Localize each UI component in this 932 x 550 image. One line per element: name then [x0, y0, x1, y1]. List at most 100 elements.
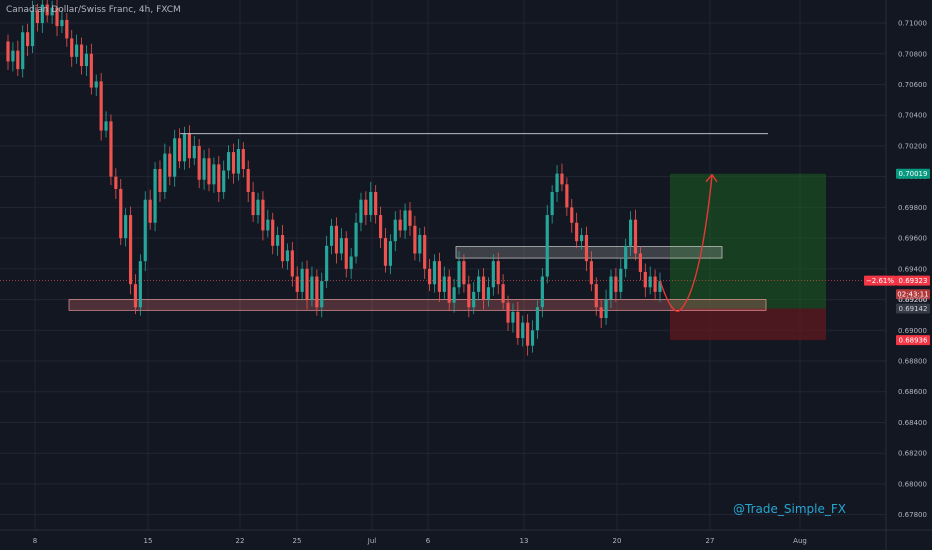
candle-body	[256, 199, 260, 216]
candle-body	[472, 291, 476, 308]
candle-body	[349, 256, 353, 269]
y-tick-label: 0.69200	[898, 296, 927, 304]
candle-body	[266, 219, 270, 231]
candle-body	[79, 44, 84, 67]
candle-body	[408, 210, 412, 226]
candle-body	[310, 276, 314, 300]
candle-body	[609, 276, 613, 300]
x-tick-label: Aug	[793, 537, 807, 545]
candle-body	[653, 276, 657, 292]
candle-body	[584, 235, 589, 262]
candle-body	[378, 215, 383, 239]
candle-body	[75, 44, 79, 57]
candle-body	[491, 261, 495, 288]
candle-body	[70, 38, 74, 57]
candle-body	[604, 299, 608, 318]
y-tick-label: 0.68000	[898, 480, 927, 488]
candle-body	[187, 133, 191, 159]
candle-body	[55, 7, 59, 27]
candle-body	[540, 276, 544, 308]
x-tick-label: 25	[293, 537, 302, 545]
candle-body	[109, 121, 113, 177]
support-zone	[68, 299, 767, 311]
y-tick-label: 0.71000	[898, 20, 927, 28]
x-tick-label: 20	[613, 537, 622, 545]
candle-body	[565, 184, 569, 208]
current-price-badge: 0.69323	[899, 277, 928, 285]
candle-body	[104, 121, 108, 131]
candle-body	[182, 133, 187, 162]
candle-body	[99, 81, 103, 131]
candlestick-series	[6, 0, 662, 356]
chart-title: Canadian Dollar/Swiss Franc, 4h, FXCM	[6, 5, 181, 15]
candle-body	[158, 168, 162, 193]
candle-body	[570, 207, 574, 223]
candle-body	[423, 235, 427, 269]
candle-body	[526, 322, 530, 346]
candle-body	[599, 307, 603, 318]
candle-body	[94, 81, 98, 88]
candle-body	[374, 192, 378, 216]
candle-body	[236, 149, 240, 174]
candle-body	[638, 253, 642, 272]
candle-body	[285, 250, 290, 262]
price-axis[interactable]: 0.71000 0.70800 0.70600 0.70400 0.70200 0.700…	[885, 0, 927, 550]
candle-body	[516, 311, 520, 338]
candle-body	[579, 235, 584, 242]
candle-body	[442, 276, 446, 292]
candle-body	[119, 188, 123, 239]
candle-body	[89, 53, 93, 88]
candle-body	[334, 225, 339, 254]
candle-body	[614, 276, 618, 292]
candle-body	[452, 287, 456, 303]
candle-body	[173, 138, 177, 177]
candle-body	[271, 219, 275, 246]
candle-body	[496, 261, 500, 285]
candle-body	[40, 4, 44, 24]
x-tick-label: Jul	[367, 537, 377, 545]
candle-body	[133, 284, 138, 308]
candle-body	[467, 284, 471, 308]
stop-price-badge-bg	[896, 335, 930, 346]
target-price-badge-bg	[896, 168, 930, 179]
candle-body	[437, 261, 441, 292]
time-axis[interactable]: 8 15 22 25 Jul 6 13 20 27 Aug	[0, 529, 932, 545]
candle-body	[128, 215, 133, 285]
candle-body	[555, 173, 559, 193]
entry-price-badge-bg	[896, 303, 930, 314]
y-tick-label: 0.70200	[898, 142, 927, 150]
candle-body	[212, 164, 216, 185]
author-watermark: @Trade_Simple_FX	[733, 502, 846, 516]
candle-body	[35, 10, 40, 24]
candle-body	[241, 149, 245, 169]
candle-body	[589, 261, 593, 285]
candle-body	[114, 176, 118, 189]
x-tick-label: 13	[520, 537, 529, 545]
candle-body	[462, 261, 466, 285]
entry-price-badge: 0.69142	[899, 305, 928, 313]
candle-body	[619, 268, 623, 292]
y-tick-label: 0.69000	[898, 327, 927, 335]
candle-body	[575, 222, 579, 242]
candle-body	[457, 261, 461, 288]
candle-body	[6, 41, 10, 62]
candle-body	[305, 268, 309, 300]
candle-body	[388, 241, 392, 266]
candle-body	[398, 219, 402, 231]
y-tick-label: 0.68600	[898, 388, 927, 396]
annotation-zones	[68, 173, 826, 341]
candle-body	[530, 330, 535, 346]
candle-body	[295, 276, 299, 292]
candle-body	[16, 50, 20, 70]
candle-body	[413, 225, 417, 254]
candle-body	[383, 238, 388, 266]
candle-body	[45, 4, 49, 16]
y-tick-label: 0.70600	[898, 81, 927, 89]
annotation-overlay	[0, 133, 886, 312]
candle-body	[501, 284, 505, 303]
stop-price-badge: 0.68936	[899, 337, 928, 345]
resistance-zone	[455, 246, 723, 259]
candle-body	[50, 7, 54, 16]
